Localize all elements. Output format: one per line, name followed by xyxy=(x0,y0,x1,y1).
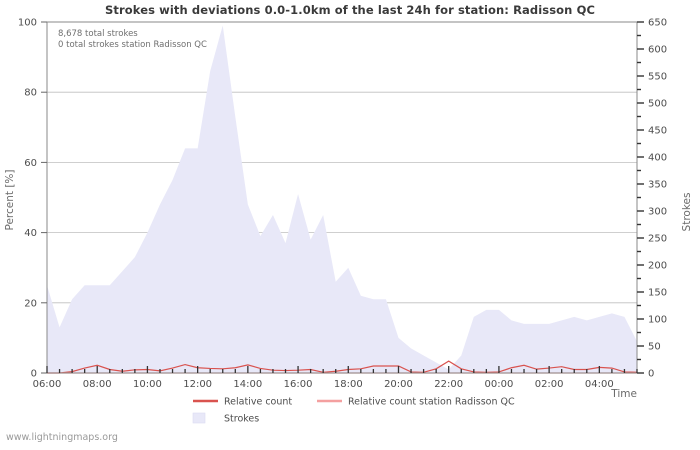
x-tick-label: 10:00 xyxy=(133,379,162,390)
x-tick-label: 22:00 xyxy=(434,379,463,390)
y2-tick-label: 650 xyxy=(648,18,667,29)
strokes-area-series xyxy=(47,25,637,373)
annotation-station-strokes: 0 total strokes station Radisson QC xyxy=(58,40,207,50)
y-tick-label: 0 xyxy=(31,369,37,380)
y-axis-title: Percent [%] xyxy=(4,169,16,230)
x-tick-label: 00:00 xyxy=(485,379,514,390)
x-tick-label: 04:00 xyxy=(585,379,614,390)
strokes-area-path xyxy=(47,25,637,373)
relative-count-line xyxy=(47,360,638,374)
y2-tick-label: 50 xyxy=(648,342,661,353)
y2-tick-label: 0 xyxy=(648,369,654,380)
axis-ticks xyxy=(41,21,644,374)
y-tick-label: 40 xyxy=(24,228,37,239)
annotation-total-strokes: 8,678 total strokes xyxy=(58,29,138,39)
y2-tick-label: 200 xyxy=(648,261,667,272)
x-tick-label: 14:00 xyxy=(233,379,262,390)
chart-title: Strokes with deviations 0.0-1.0km of the… xyxy=(105,3,595,17)
x-tick-label: 06:00 xyxy=(33,379,62,390)
x-axis-title: Time xyxy=(610,388,637,400)
y2-tick-label: 400 xyxy=(648,153,667,164)
y-tick-label: 60 xyxy=(24,158,37,169)
x-tick-label: 02:00 xyxy=(535,379,564,390)
y2-tick-label: 150 xyxy=(648,288,667,299)
x-tick-label: 18:00 xyxy=(334,379,363,390)
legend-label-strokes: Strokes xyxy=(224,414,259,425)
y-tick-label: 100 xyxy=(18,18,37,29)
x-tick-label: 08:00 xyxy=(83,379,112,390)
y2-tick-label: 300 xyxy=(648,207,667,218)
x-tick-label: 20:00 xyxy=(384,379,413,390)
y2-tick-label: 550 xyxy=(648,72,667,83)
legend-label-relative-count: Relative count xyxy=(224,397,292,408)
x-tick-label: 16:00 xyxy=(284,379,313,390)
y2-tick-label: 250 xyxy=(648,234,667,245)
y2-axis-title: Strokes xyxy=(681,193,693,232)
footer-watermark: www.lightningmaps.org xyxy=(6,432,118,443)
y2-tick-label: 350 xyxy=(648,180,667,191)
y2-tick-label: 500 xyxy=(648,99,667,110)
legend: Relative count Relative count station Ra… xyxy=(192,397,515,425)
y2-tick-label: 100 xyxy=(648,315,667,326)
y-tick-label: 20 xyxy=(24,298,37,309)
x-tick-label: 12:00 xyxy=(183,379,212,390)
y2-tick-label: 450 xyxy=(648,126,667,137)
y2-tick-label: 600 xyxy=(648,45,667,56)
y-tick-label: 80 xyxy=(24,88,37,99)
legend-label-relative-count-station: Relative count station Radisson QC xyxy=(348,397,515,408)
axis-tick-labels: 0 20 40 60 80 100 0 50 100 150 200 250 300 350 400 450 5… xyxy=(18,18,667,391)
legend-swatch-strokes xyxy=(192,412,206,424)
